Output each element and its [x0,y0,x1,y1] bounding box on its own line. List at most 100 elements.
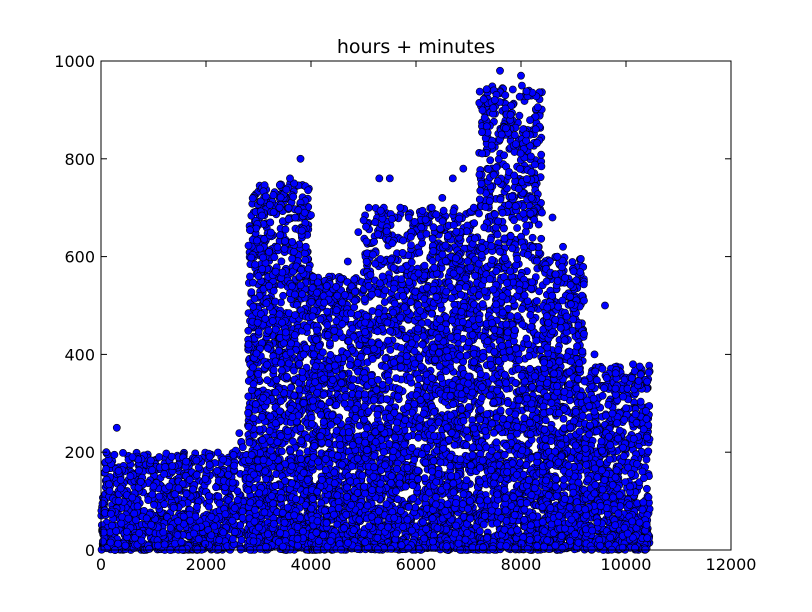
data-point [385,376,393,385]
data-point [271,419,280,428]
data-point [450,441,459,449]
data-point [131,516,140,525]
data-point [376,206,385,215]
data-point [402,352,411,361]
data-point [330,468,339,477]
data-point [348,462,356,471]
data-point [407,258,416,267]
data-point [228,535,237,543]
data-point [316,410,325,419]
data-point [410,399,419,408]
data-point [298,290,306,299]
data-point [288,462,296,471]
data-point [146,456,155,465]
data-point [295,385,304,394]
data-point [373,375,382,384]
data-point [410,217,419,226]
data-point [296,281,305,290]
data-point [326,350,335,359]
data-point [258,436,267,444]
data-point [320,506,329,515]
data-point [201,539,210,548]
data-point [290,331,299,339]
data-point [249,302,258,311]
data-point [265,427,274,435]
data-point [389,263,398,272]
data-point [289,192,298,201]
data-point [311,378,319,387]
data-point [244,326,253,335]
data-point [298,367,307,376]
data-point [296,424,305,432]
data-point [258,265,267,273]
data-point [351,405,360,413]
data-point [421,215,430,224]
data-point [414,324,422,333]
data-point [182,457,190,466]
data-point [400,303,409,312]
data-point [408,481,417,490]
data-point [261,467,270,476]
data-point [389,308,398,317]
data-point [411,503,420,512]
data-point [249,380,258,389]
data-point [201,475,210,483]
data-point [269,191,278,199]
data-point [273,243,282,252]
data-point [348,440,357,449]
data-point [362,237,371,246]
data-point [303,475,312,484]
data-point [365,522,373,530]
data-point [284,215,293,224]
data-point [386,327,394,335]
data-point [145,545,154,553]
data-point [137,536,146,545]
data-point [323,307,331,316]
data-point [406,298,415,306]
data-point [114,466,123,475]
data-point [303,323,312,332]
data-point [414,433,423,442]
data-point [271,481,280,490]
data-point [134,466,143,475]
data-point [291,311,299,319]
data-point [343,483,351,492]
data-point [233,496,242,504]
data-point [174,484,183,493]
data-point [295,359,304,368]
data-point [429,247,438,255]
data-point [117,519,126,528]
data-point [299,350,308,359]
data-point [130,509,139,518]
data-point [265,200,274,209]
data-point [266,437,275,445]
data-point [249,363,257,372]
data-point [133,502,142,511]
data-point [185,475,194,484]
data-point [393,465,401,473]
data-point [259,456,268,464]
data-point [392,424,401,433]
data-point [373,545,382,554]
data-point [414,269,423,278]
data-point [266,228,275,237]
data-point [189,529,198,538]
data-point [169,503,178,512]
data-point [244,408,252,417]
data-point [154,541,162,550]
data-point [329,510,338,519]
data-point [321,466,330,474]
data-point [367,290,376,299]
data-point [332,401,341,409]
data-point [207,512,216,521]
data-point [376,424,385,432]
data-point [353,367,362,376]
data-point [274,346,283,355]
data-point [126,472,135,481]
data-point [349,375,358,384]
data-point [363,501,372,510]
data-point [297,436,306,445]
data-point [105,487,114,495]
data-point [336,441,345,449]
data-point [275,463,284,472]
